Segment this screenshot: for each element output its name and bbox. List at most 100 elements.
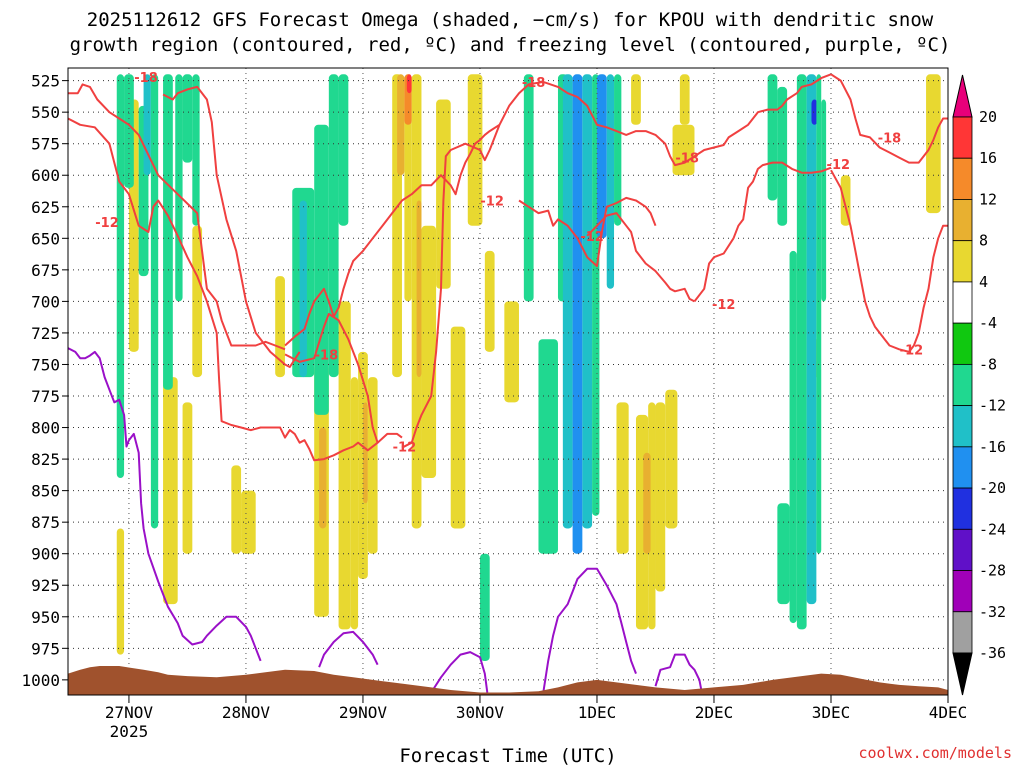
y-tick-label-17: 950 [31,608,60,627]
omega-negative-region-31 [811,99,818,125]
omega-positive-region-36 [679,74,690,125]
colorbar-label-8: -16 [979,438,1006,456]
freezing-level-contour-4 [654,653,703,693]
omega-negative-region-25 [767,74,778,201]
dgz-red-contour-10 [830,73,948,164]
x-tick-label-4: 1DEC [578,703,617,722]
colorbar-label-6: -8 [979,355,997,373]
x-tick-label-7: 4DEC [929,703,968,722]
omega-negative-region-4 [150,74,159,529]
omega-positive-region-13 [362,402,368,504]
y-tick-label-1: 550 [31,103,60,122]
omega-negative-region-22 [596,74,607,239]
colorbar-bottom-arrow [952,652,973,696]
omega-negative-region-5 [163,74,173,390]
y-tick-label-10: 775 [31,387,60,406]
x-tick-label-2: 29NOV [339,703,388,722]
omega-positive-region-22 [421,225,437,479]
dgz-red-contour-8 [693,161,832,303]
freezing-level-contour-1 [318,630,379,668]
x-tick-label-0: 27NOV [105,703,154,722]
colorbar-bin-4 [952,240,973,283]
y-tick-label-0: 525 [31,72,60,91]
contour-label-8: -12 [712,298,736,313]
contour-label-1: -12 [95,216,119,231]
colorbar-label-2: 12 [979,190,997,208]
omega-negative-region-28 [789,250,797,624]
y-axis: 525 550 575 600 625 650 675 700 725 750 775 800 825 8… [21,72,68,690]
omega-negative-region-20 [582,74,593,529]
contour-label-6: -12 [580,230,604,245]
freezing-level-contour-0 [68,347,262,662]
y-tick-label-9: 750 [31,355,60,374]
omega-positive-region-5 [231,465,242,554]
y-tick-label-2: 575 [31,135,60,154]
credit-text: coolwx.com/models [858,744,1012,762]
colorbar-bin-13 [952,611,973,654]
omega-positive-region-0 [116,528,125,655]
dgz-red-contour-6 [586,212,695,303]
omega-negative-region-30 [806,74,817,605]
y-tick-label-18: 975 [31,639,60,658]
colorbar-bin-10 [952,487,973,530]
colorbar-bin-1 [952,116,973,159]
dgz-red-contour-5 [401,73,832,449]
omega-positive-region-17 [404,74,412,302]
colorbar-bin-9 [952,446,973,489]
x-tick-label-1: 28NOV [222,703,271,722]
y-tick-label-3: 600 [31,166,60,185]
omega-positive-region-26 [484,250,495,352]
colorbar-label-13: -36 [979,644,1006,662]
omega-negative-region-16 [538,339,558,554]
y-tick-label-12: 825 [31,450,60,469]
terrain-fill [68,666,948,695]
y-tick-label-13: 850 [31,482,60,501]
omega-negative-region-7 [182,74,193,163]
freezing-level-contour-2 [430,651,489,694]
omega-positive-region-29 [631,74,641,125]
colorbar-label-3: 8 [979,232,988,250]
x-tick-label-5: 2DEC [695,703,734,722]
omega-positive-region-28 [616,402,629,554]
colorbar-label-12: -32 [979,603,1006,621]
omega-negative-region-13 [338,74,349,226]
plot-frame [67,67,949,696]
omega-shading-layer [116,74,941,661]
omega-positive-region-7 [275,276,285,378]
omega-negative-region-33 [821,99,827,302]
y-tick-label-4: 625 [31,198,60,217]
omega-negative-region-24 [614,74,622,226]
omega-negative-region-11 [314,124,329,415]
x-tick-sublabel-0: 2025 [110,722,149,741]
omega-positive-region-14 [367,377,378,554]
omega-positive-region-9 [319,427,327,529]
dgz-red-contour-2 [68,83,286,351]
omega-positive-region-33 [655,402,666,592]
omega-positive-region-27 [504,301,519,403]
colorbar-label-9: -20 [979,479,1006,497]
colorbar-bin-2 [952,157,973,200]
dgz-red-contour-1 [162,85,301,368]
omega-positive-region-32 [643,452,651,554]
colorbar-label-1: 16 [979,149,997,167]
dgz-red-contour-4 [284,123,501,347]
omega-negative-region-14 [479,553,490,661]
plot-area [68,68,948,695]
colorbar: 20 16 12 8 4 -4 -8 -12 -16 -20 -24 -28 -32 -36 [952,74,1006,696]
y-tick-label-6: 675 [31,261,60,280]
y-tick-label-14: 875 [31,513,60,532]
colorbar-label-5: -4 [979,314,997,332]
colorbar-bin-7 [952,363,973,407]
colorbar-bin-12 [952,570,973,613]
x-tick-label-6: 3DEC [812,703,851,722]
omega-positive-region-2 [163,377,178,605]
omega-negative-region-1 [124,74,134,188]
contour-label-4: -12 [480,194,504,209]
colorbar-bin-5 [952,281,973,324]
contour-label-2: -18 [315,348,339,363]
omega-positive-region-4 [192,225,203,378]
y-tick-label-7: 700 [31,292,60,311]
colorbar-bin-6 [952,322,973,365]
y-tick-label-8: 725 [31,324,60,343]
